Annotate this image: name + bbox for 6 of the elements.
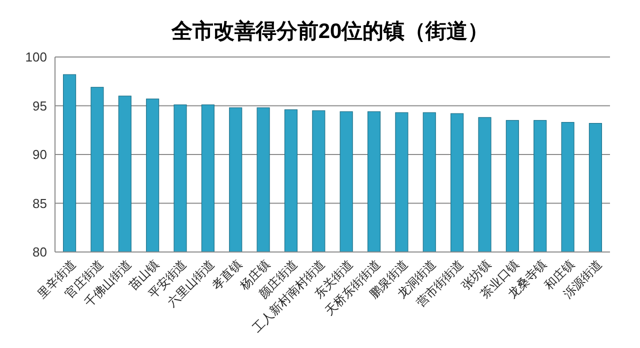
y-tick-label: 90 — [32, 147, 47, 162]
y-tick-label: 85 — [32, 196, 47, 211]
y-tick-label: 100 — [25, 50, 47, 65]
y-tick-label: 80 — [32, 244, 47, 260]
y-tick-label: 95 — [32, 98, 47, 114]
chart-title: 全市改善得分前20位的镇（街道） — [170, 19, 489, 43]
